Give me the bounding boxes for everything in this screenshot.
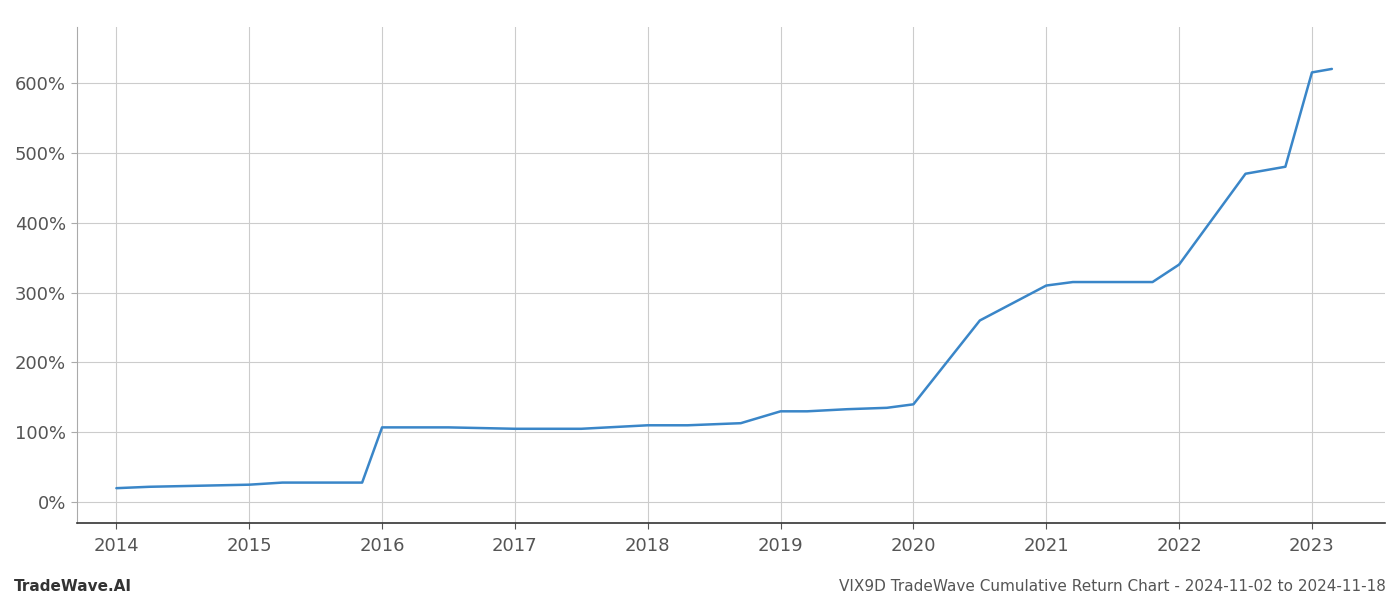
Text: VIX9D TradeWave Cumulative Return Chart - 2024-11-02 to 2024-11-18: VIX9D TradeWave Cumulative Return Chart …: [839, 579, 1386, 594]
Text: TradeWave.AI: TradeWave.AI: [14, 579, 132, 594]
